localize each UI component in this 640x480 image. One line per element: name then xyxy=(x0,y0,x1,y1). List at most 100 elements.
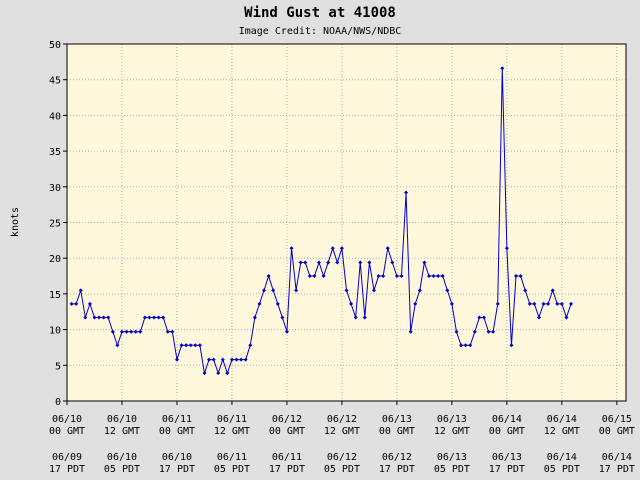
x-tick-label: 06/11 12 GMT xyxy=(214,414,250,437)
data-point xyxy=(225,371,230,376)
data-point xyxy=(358,260,363,265)
data-point xyxy=(266,274,271,279)
x-tick-label-local: 06/10 05 PDT xyxy=(104,452,140,475)
data-point xyxy=(202,371,207,376)
data-point xyxy=(330,246,335,251)
data-point xyxy=(468,343,473,348)
data-point xyxy=(344,288,349,293)
data-point xyxy=(147,315,152,320)
data-point xyxy=(74,301,79,306)
x-tick-label: 06/14 12 GMT xyxy=(544,414,580,437)
data-point xyxy=(491,329,496,334)
data-point xyxy=(449,301,454,306)
x-tick-label: 06/11 00 GMT xyxy=(159,414,195,437)
data-point xyxy=(514,274,519,279)
data-point xyxy=(376,274,381,279)
data-point xyxy=(353,315,358,320)
x-tick-label-local: 06/12 05 PDT xyxy=(324,452,360,475)
data-point xyxy=(477,315,482,320)
data-point xyxy=(115,343,120,348)
data-point xyxy=(339,246,344,251)
x-tick-label: 06/14 00 GMT xyxy=(489,414,525,437)
data-point xyxy=(509,343,514,348)
data-point xyxy=(436,274,441,279)
data-point xyxy=(426,274,431,279)
y-tick-label: 45 xyxy=(49,76,61,87)
data-point xyxy=(138,329,143,334)
x-tick-label: 06/10 00 GMT xyxy=(49,414,85,437)
data-point xyxy=(129,329,134,334)
y-tick-label: 40 xyxy=(49,111,61,122)
data-point xyxy=(252,315,257,320)
data-point xyxy=(481,315,486,320)
data-point xyxy=(349,301,354,306)
data-point xyxy=(262,288,267,293)
data-point xyxy=(532,301,537,306)
data-point xyxy=(555,301,560,306)
data-point xyxy=(307,274,312,279)
data-point xyxy=(413,301,418,306)
chart-subtitle: Image Credit: NOAA/NWS/NDBC xyxy=(239,26,402,37)
data-point xyxy=(243,357,248,362)
y-tick-label: 30 xyxy=(49,183,61,194)
data-point xyxy=(335,260,340,265)
data-point xyxy=(142,315,147,320)
data-point xyxy=(546,301,551,306)
data-point xyxy=(312,274,317,279)
data-point xyxy=(371,288,376,293)
y-axis-label: knots xyxy=(10,207,21,237)
data-point xyxy=(184,343,189,348)
y-tick-label: 20 xyxy=(49,254,61,265)
data-point xyxy=(440,274,445,279)
data-point xyxy=(523,288,528,293)
data-point xyxy=(500,66,505,71)
data-point xyxy=(550,288,555,293)
data-point xyxy=(124,329,129,334)
data-point xyxy=(459,343,464,348)
data-point xyxy=(101,315,106,320)
x-tick-label-local: 06/09 17 PDT xyxy=(49,452,85,475)
data-point xyxy=(362,315,367,320)
x-tick-label: 06/15 00 GMT xyxy=(599,414,635,437)
data-point xyxy=(92,315,97,320)
data-point xyxy=(326,260,331,265)
data-point xyxy=(161,315,166,320)
data-point xyxy=(275,301,280,306)
data-point xyxy=(248,343,253,348)
data-point xyxy=(431,274,436,279)
y-tick-label: 15 xyxy=(49,290,61,301)
data-point xyxy=(463,343,468,348)
data-point xyxy=(229,357,234,362)
data-point xyxy=(367,260,372,265)
data-point xyxy=(390,260,395,265)
data-point xyxy=(119,329,124,334)
data-point xyxy=(110,329,115,334)
x-tick-label: 06/13 00 GMT xyxy=(379,414,415,437)
data-point xyxy=(399,274,404,279)
data-point xyxy=(541,301,546,306)
data-point xyxy=(106,315,111,320)
data-point xyxy=(472,329,477,334)
data-point xyxy=(454,329,459,334)
data-point xyxy=(317,260,322,265)
data-point xyxy=(564,315,569,320)
y-tick-label: 25 xyxy=(49,219,61,230)
data-point xyxy=(234,357,239,362)
data-point xyxy=(165,329,170,334)
data-point xyxy=(257,301,262,306)
data-point xyxy=(569,301,574,306)
x-tick-label-local: 06/14 17 PDT xyxy=(599,452,635,475)
data-point xyxy=(216,371,221,376)
y-tick-label: 35 xyxy=(49,147,61,158)
data-point xyxy=(97,315,102,320)
data-point xyxy=(504,246,509,251)
data-point xyxy=(179,343,184,348)
data-point xyxy=(303,260,308,265)
data-point xyxy=(188,343,193,348)
data-point xyxy=(220,357,225,362)
data-point xyxy=(239,357,244,362)
data-point xyxy=(394,274,399,279)
data-point xyxy=(197,343,202,348)
x-tick-label-local: 06/13 17 PDT xyxy=(489,452,525,475)
data-point xyxy=(408,329,413,334)
